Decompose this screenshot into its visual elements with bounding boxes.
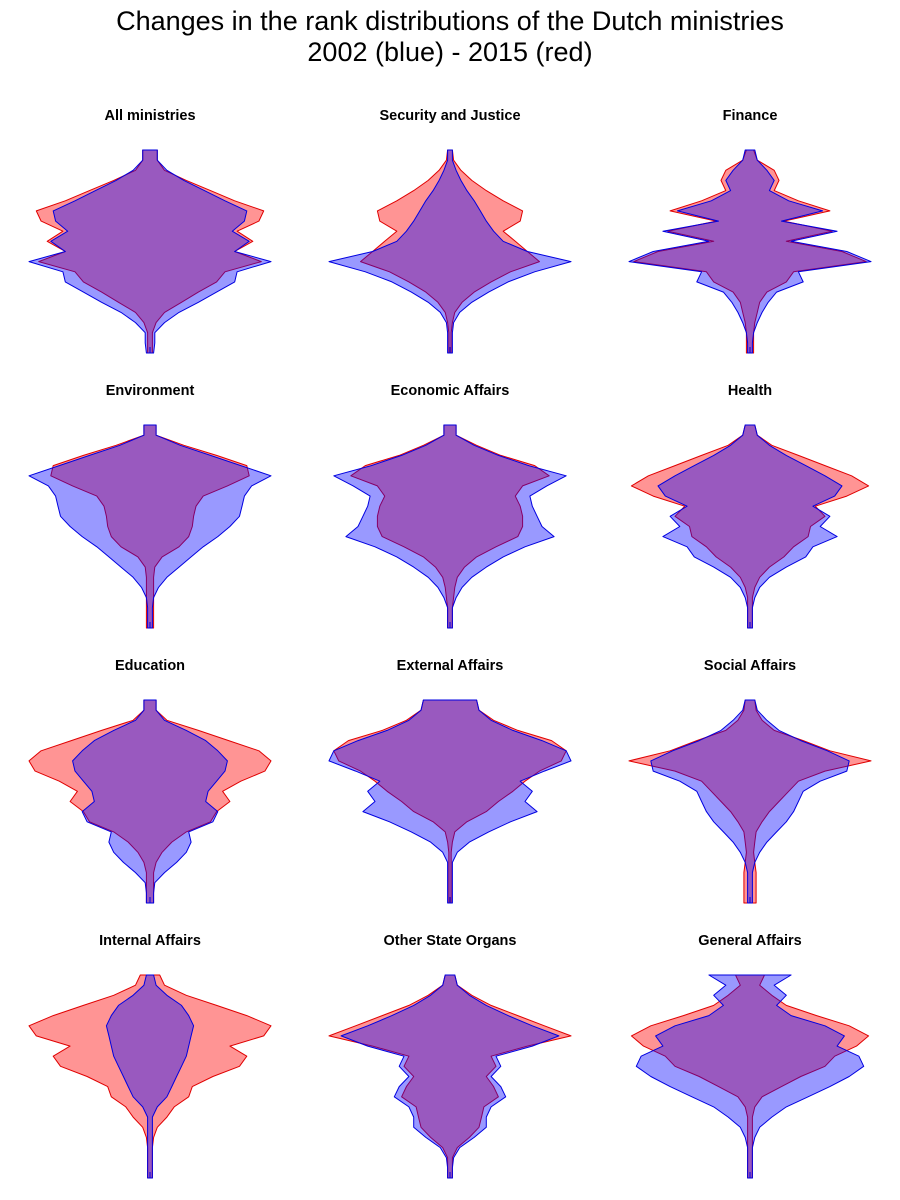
series-2002-shape [657, 424, 843, 629]
chart-subtitle: 2002 (blue) - 2015 (red) [307, 37, 593, 67]
series-2015-shape [628, 699, 872, 904]
panel-title: Internal Affairs [99, 933, 201, 949]
panel-all-ministries: All ministries [0, 0, 300, 354]
panel-title: Economic Affairs [390, 383, 510, 399]
distribution-plot [628, 149, 872, 354]
panel-internal-affairs: Internal Affairs [0, 825, 300, 1179]
panel-title: All ministries [104, 108, 196, 124]
panel-title: Environment [105, 383, 195, 399]
panel-education: Education [0, 550, 300, 904]
panel-external-affairs: External Affairs [300, 550, 600, 904]
distribution-plot [328, 149, 572, 354]
series-2002-shape [333, 424, 567, 629]
panel-title: Security and Justice [379, 108, 521, 124]
distribution-plot [28, 699, 272, 904]
panel-security-and-justice: Security and Justice [300, 0, 600, 354]
panel-social-affairs: Social Affairs [600, 550, 900, 904]
panel-other-state-organs: Other State Organs [300, 825, 600, 1179]
distribution-plot [630, 424, 870, 629]
chart-title-line1: Changes in the rank distributions of the… [116, 6, 784, 36]
panel-title: General Affairs [698, 933, 802, 949]
series-2002-shape [328, 699, 572, 904]
panel-title: Education [114, 658, 186, 674]
distribution-plot [628, 699, 872, 904]
series-2002-shape [28, 424, 272, 629]
series-2015-shape [50, 424, 250, 629]
panel-title: External Affairs [396, 658, 504, 674]
distribution-plot [630, 974, 870, 1179]
series-2002-shape [340, 974, 560, 1179]
distribution-plot [28, 424, 272, 629]
panel-economic-affairs: Economic Affairs [300, 275, 600, 629]
distribution-plot [328, 974, 572, 1179]
panel-title: Finance [722, 108, 778, 124]
series-2002-shape [635, 974, 865, 1179]
series-2002-shape [72, 699, 228, 904]
distribution-plot [28, 149, 272, 354]
chart-title: Changes in the rank distributions of the… [0, 6, 900, 68]
series-2002-shape [105, 974, 195, 1179]
panel-general-affairs: General Affairs [600, 825, 900, 1179]
distribution-plot [333, 424, 567, 629]
distribution-plot [28, 974, 272, 1179]
series-2002-shape [28, 149, 272, 354]
panel-title: Health [727, 383, 773, 399]
series-2002-shape [328, 149, 572, 354]
series-2002-shape [650, 699, 850, 904]
panel-health: Health [600, 275, 900, 629]
panel-finance: Finance [600, 0, 900, 354]
series-2002-shape [628, 149, 872, 354]
panel-title: Other State Organs [383, 933, 517, 949]
panel-title: Social Affairs [703, 658, 797, 674]
distribution-plot [328, 699, 572, 904]
panel-environment: Environment [0, 275, 300, 629]
